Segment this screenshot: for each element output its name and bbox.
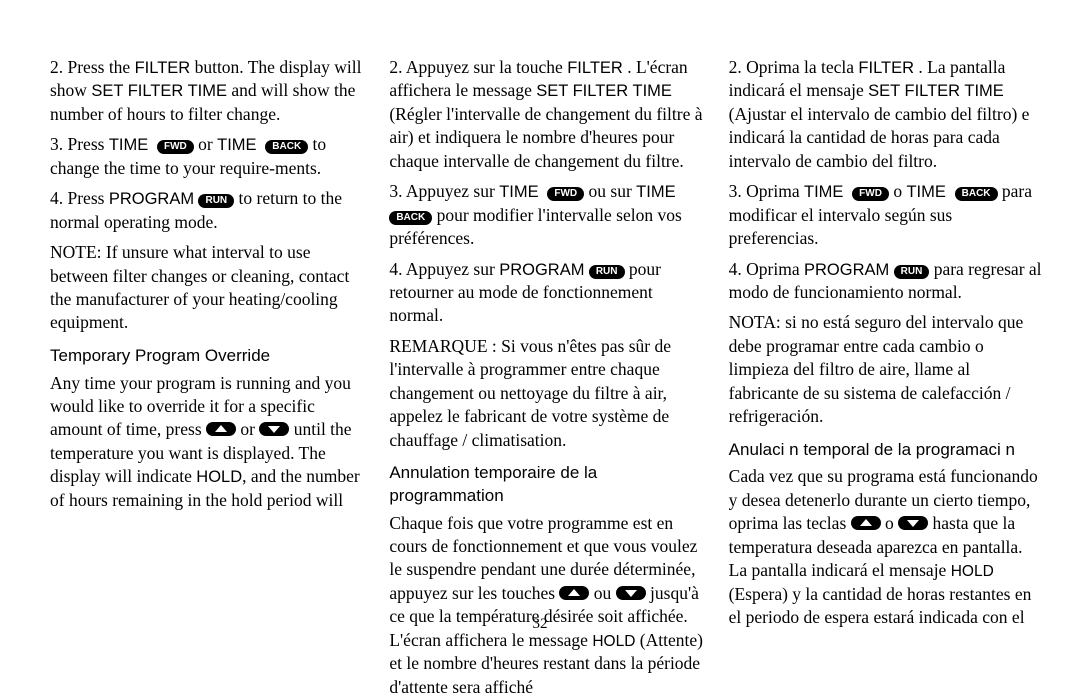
text: (Régler l'intervalle de changement du fi…	[389, 104, 702, 171]
fr-step-4: 4. Appuyez sur PROGRAM RUN pour retourne…	[389, 258, 704, 328]
back-icon: BACK	[955, 187, 998, 201]
fr-step-3: 3. Appuyez sur TIME FWD ou sur TIME BACK…	[389, 180, 704, 250]
text: 4. Press	[50, 188, 109, 208]
program-label: PROGRAM	[109, 190, 194, 208]
fr-override-body: Chaque fois que votre programme est en c…	[389, 512, 704, 699]
down-arrow-icon	[898, 516, 928, 530]
run-icon: RUN	[589, 265, 625, 279]
down-arrow-icon	[259, 422, 289, 436]
up-arrow-icon	[851, 516, 881, 530]
time-label: TIME	[109, 136, 148, 154]
fr-step-2: 2. Appuyez sur la touche FILTER . L'écra…	[389, 56, 704, 173]
text: 2. Press the	[50, 57, 135, 77]
run-icon: RUN	[198, 194, 234, 208]
hold-label: HOLD	[196, 468, 242, 486]
set-filter-time-label: SET FILTER TIME	[536, 82, 672, 100]
fwd-icon: FWD	[852, 187, 889, 201]
en-step-4: 4. Press PROGRAM RUN to return to the no…	[50, 187, 365, 234]
down-arrow-icon	[616, 586, 646, 600]
time-label: TIME	[636, 183, 675, 201]
text: or	[194, 134, 217, 154]
time-label: TIME	[499, 183, 538, 201]
text: 3. Oprima	[729, 181, 804, 201]
run-icon: RUN	[894, 265, 930, 279]
filter-label: FILTER	[135, 59, 191, 77]
column-english: 2. Press the FILTER button. The display …	[50, 56, 365, 635]
en-step-2: 2. Press the FILTER button. The display …	[50, 56, 365, 126]
es-override-body: Cada vez que su programa está funcionand…	[729, 465, 1044, 629]
text: (Ajustar el intervalo de cambio del filt…	[729, 104, 1030, 171]
page-number: 32	[0, 616, 1080, 633]
up-arrow-icon	[206, 422, 236, 436]
manual-page: 2. Press the FILTER button. The display …	[0, 0, 1080, 655]
en-override-body: Any time your program is running and you…	[50, 372, 365, 513]
hold-label: HOLD	[592, 633, 635, 650]
fwd-icon: FWD	[547, 187, 584, 201]
text: 2. Oprima la tecla	[729, 57, 859, 77]
filter-label: FILTER	[567, 59, 623, 77]
es-step-4: 4. Oprima PROGRAM RUN para regresar al m…	[729, 258, 1044, 305]
es-step-2: 2. Oprima la tecla FILTER . La pantalla …	[729, 56, 1044, 173]
fr-heading-override: Annulation temporaire de la programmatio…	[389, 462, 704, 508]
text: 3. Appuyez sur	[389, 181, 499, 201]
text: or	[236, 419, 259, 439]
en-heading-override: Temporary Program Override	[50, 345, 365, 368]
text: ou	[589, 583, 615, 603]
fr-note: REMARQUE : Si vous n'êtes pas sûr de l'i…	[389, 335, 704, 452]
text: pour modifier l'intervalle selon vos pré…	[389, 205, 681, 248]
column-french: 2. Appuyez sur la touche FILTER . L'écra…	[389, 56, 704, 635]
es-step-3: 3. Oprima TIME FWD o TIME BACK para modi…	[729, 180, 1044, 250]
text: 4. Oprima	[729, 259, 804, 279]
text: 3. Press	[50, 134, 109, 154]
back-icon: BACK	[265, 140, 308, 154]
text: o	[881, 513, 899, 533]
time-label: TIME	[804, 183, 843, 201]
text: 4. Appuyez sur	[389, 259, 499, 279]
text: ou sur	[584, 181, 636, 201]
es-heading-override: Anulaci n temporal de la programaci n	[729, 439, 1044, 462]
es-note: NOTA: si no está seguro del intervalo qu…	[729, 311, 1044, 428]
time-label: TIME	[217, 136, 256, 154]
filter-label: FILTER	[858, 59, 914, 77]
set-filter-time-label: SET FILTER TIME	[868, 82, 1004, 100]
up-arrow-icon	[559, 586, 589, 600]
time-label: TIME	[906, 183, 945, 201]
hold-label: HOLD	[951, 563, 994, 580]
program-label: PROGRAM	[499, 261, 584, 279]
back-icon: BACK	[389, 211, 432, 225]
program-label: PROGRAM	[804, 261, 889, 279]
column-spanish: 2. Oprima la tecla FILTER . La pantalla …	[729, 56, 1044, 635]
en-note: NOTE: If unsure what interval to use bet…	[50, 241, 365, 335]
fwd-icon: FWD	[157, 140, 194, 154]
text: 2. Appuyez sur la touche	[389, 57, 567, 77]
en-step-3: 3. Press TIME FWD or TIME BACK to change…	[50, 133, 365, 180]
set-filter-time-label: SET FILTER TIME	[91, 82, 227, 100]
text: o	[889, 181, 907, 201]
